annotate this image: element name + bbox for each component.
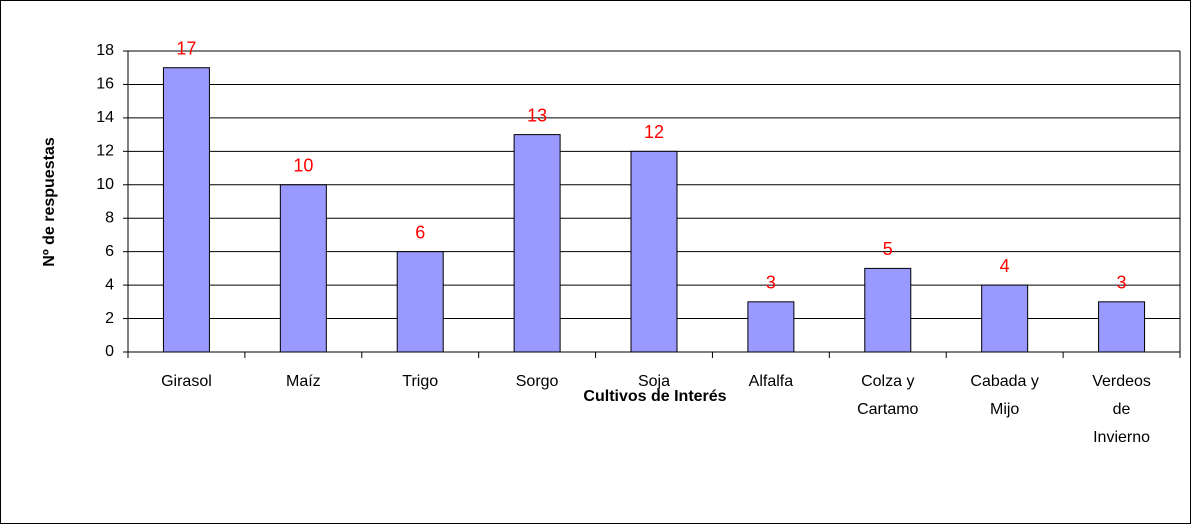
value-label: 17 bbox=[176, 38, 196, 58]
value-label: 10 bbox=[293, 156, 313, 176]
x-tick-label: Verdeos de Invierno bbox=[1092, 373, 1151, 446]
bar bbox=[162, 67, 210, 353]
value-label: 3 bbox=[1117, 273, 1127, 293]
value-label: 5 bbox=[883, 239, 893, 259]
x-axis-label: Cultivos de Interés bbox=[583, 388, 726, 405]
value-label: 3 bbox=[766, 273, 776, 293]
bar bbox=[513, 134, 561, 353]
bar bbox=[630, 150, 678, 353]
bar bbox=[864, 267, 912, 353]
bar bbox=[279, 184, 327, 353]
x-tick-label: Cabada y Mijo bbox=[970, 373, 1039, 418]
y-tick-label: 14 bbox=[96, 109, 114, 126]
y-tick-label: 16 bbox=[96, 76, 114, 93]
bar bbox=[981, 284, 1029, 353]
y-tick-label: 0 bbox=[105, 343, 114, 360]
y-tick-label: 6 bbox=[105, 243, 114, 260]
bar bbox=[396, 251, 444, 353]
y-tick-label: 8 bbox=[105, 209, 114, 226]
x-tick-label: Alfalfa bbox=[749, 373, 794, 390]
value-label: 6 bbox=[415, 222, 425, 242]
x-tick-label: Trigo bbox=[402, 373, 438, 390]
x-tick-label: Colza y Cartamo bbox=[857, 373, 918, 418]
y-tick-label: 2 bbox=[105, 310, 114, 327]
y-tick-label: 18 bbox=[96, 42, 114, 59]
x-tick-label: Soja bbox=[638, 373, 670, 390]
x-tick-label: Sorgo bbox=[516, 373, 559, 390]
value-label: 13 bbox=[527, 105, 547, 125]
y-axis-label: Nº de respuestas bbox=[41, 137, 58, 267]
x-tick-label: Girasol bbox=[161, 373, 212, 390]
y-tick-label: 4 bbox=[105, 276, 114, 293]
bar bbox=[1098, 301, 1146, 353]
y-tick-label: 12 bbox=[96, 143, 114, 160]
value-label: 12 bbox=[644, 122, 664, 142]
x-tick-label: Maíz bbox=[286, 373, 321, 390]
bar bbox=[747, 301, 795, 353]
value-label: 4 bbox=[1000, 256, 1010, 276]
y-tick-label: 10 bbox=[96, 176, 114, 193]
